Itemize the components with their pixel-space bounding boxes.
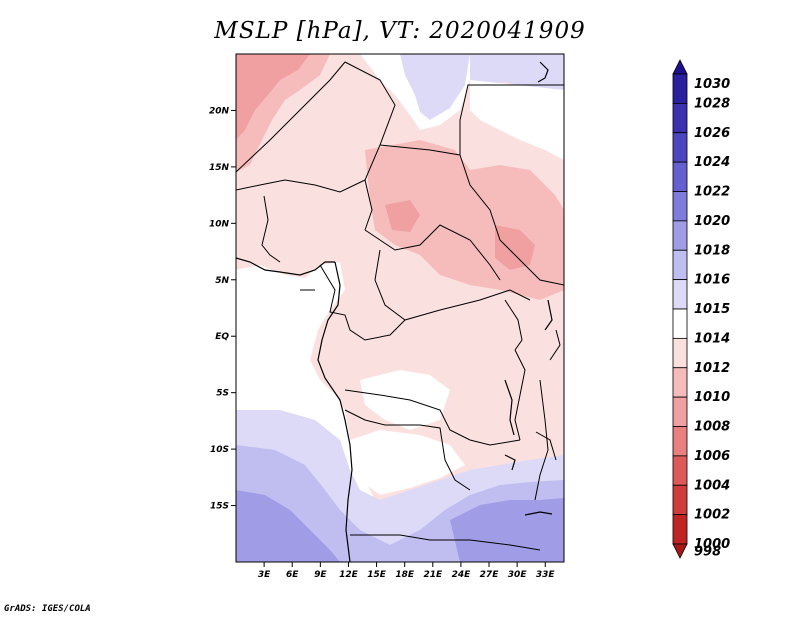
colorbar-label: 1014 — [694, 331, 730, 346]
colorbar-box — [672, 279, 688, 310]
lon-tick-label: 9E — [314, 570, 327, 580]
colorbar-top-arrow — [672, 59, 688, 75]
colorbar-label: 1015 — [694, 302, 730, 317]
colorbar-label: 1030 — [694, 77, 730, 92]
lat-tick-label: 5N — [215, 276, 229, 286]
colorbar-label: 1018 — [694, 243, 730, 258]
colorbar-label: 1008 — [694, 420, 730, 435]
lon-tick-label: 6E — [286, 570, 299, 580]
footer-credit: GrADS: IGES/COLA — [4, 604, 91, 614]
latitude-axis: 20N 15N 10N 5N EQ 5S 10S 15S — [209, 106, 236, 512]
colorbar-box — [672, 514, 688, 545]
lon-tick-label: 27E — [480, 570, 500, 580]
colorbar-box — [672, 73, 688, 104]
colorbar-box — [672, 191, 688, 222]
colorbar-label: 998 — [694, 545, 721, 560]
field-congo-white — [360, 370, 450, 430]
field-angola-white — [350, 430, 465, 495]
colorbar-labels: 1030 1028 1026 1024 1022 1020 1018 1016 1015 1014… — [694, 77, 730, 560]
colorbar-label: 1016 — [694, 273, 730, 288]
pressure-field — [236, 54, 564, 562]
lon-tick-label: 24E — [452, 570, 472, 580]
longitude-axis: 3E 6E 9E 12E 15E 18E 21E 24E 27E 30E 33E — [258, 562, 556, 580]
map-frame — [235, 53, 565, 563]
lon-tick-label: 18E — [395, 570, 415, 580]
colorbar-label: 1012 — [694, 361, 730, 376]
lon-tick-label: 30E — [508, 570, 528, 580]
colorbar-box — [672, 367, 688, 398]
field-high-south-1020 — [236, 490, 340, 562]
colorbar-label: 1020 — [694, 214, 730, 229]
colorbar-label: 1004 — [694, 478, 730, 493]
lat-tick-label: 15S — [210, 502, 229, 512]
colorbar-label: 1000 — [694, 537, 730, 552]
field-low-chad-inner — [385, 200, 420, 232]
country-borders — [236, 61, 564, 551]
field-low-northwest-inner — [236, 54, 310, 140]
lon-tick-label: 15E — [367, 570, 387, 580]
colorbar-box — [672, 337, 688, 369]
lat-tick-label: EQ — [215, 332, 229, 342]
colorbar-box — [672, 220, 688, 251]
colorbar-box — [672, 132, 688, 163]
colorbar-box — [672, 102, 688, 134]
lon-tick-label: 33E — [536, 570, 556, 580]
colorbar-label: 1006 — [694, 449, 730, 464]
colorbar-label: 1010 — [694, 390, 730, 405]
lat-tick-label: 20N — [209, 106, 230, 116]
colorbar-label: 1022 — [694, 185, 730, 200]
lon-tick-label: 3E — [258, 570, 271, 580]
lat-tick-label: 10N — [209, 219, 230, 229]
colorbar-bottom-arrow — [672, 543, 688, 559]
colorbar-label: 1028 — [694, 96, 730, 111]
lon-tick-label: 12E — [339, 570, 359, 580]
colorbar-label: 1002 — [694, 508, 730, 523]
colorbar-box — [672, 249, 688, 281]
colorbar-box — [672, 396, 688, 427]
field-high-southeast-1020 — [450, 498, 564, 562]
lat-tick-label: 10S — [210, 445, 229, 455]
coastlines — [236, 61, 553, 562]
field-high-northeast-blue — [400, 54, 470, 120]
lon-tick-label: 21E — [423, 570, 443, 580]
map-title: MSLP [hPa], VT: 2020041909 — [214, 18, 586, 44]
field-high-east — [470, 80, 564, 160]
colorbar-box — [672, 161, 688, 192]
colorbar-label: 1024 — [694, 155, 730, 170]
field-low-sudan-inner — [495, 225, 535, 270]
colorbar-box — [672, 308, 688, 339]
colorbar-label: 1026 — [694, 126, 730, 141]
colorbar-boxes — [672, 59, 688, 559]
lat-tick-label: 15N — [209, 163, 230, 173]
colorbar-box — [672, 484, 688, 516]
colorbar-box — [672, 426, 688, 457]
colorbar-box — [672, 455, 688, 486]
lat-tick-label: 5S — [216, 389, 229, 399]
